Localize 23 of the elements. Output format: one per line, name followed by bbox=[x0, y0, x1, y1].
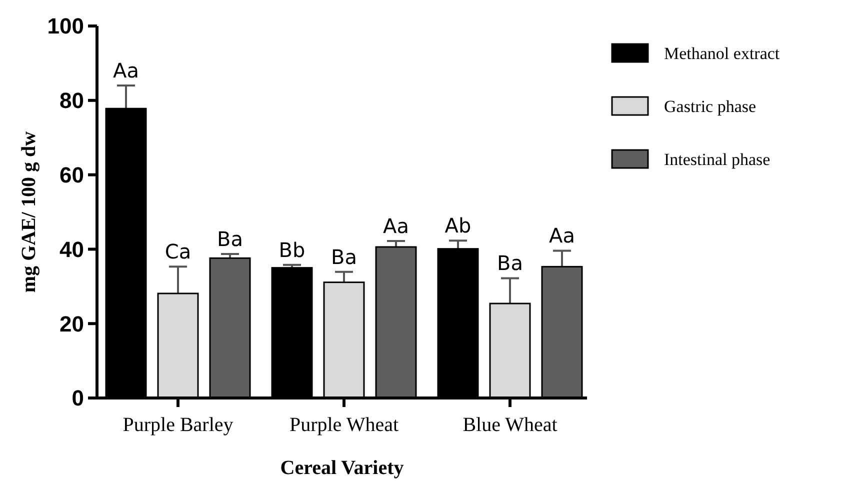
y-tick-label: 40 bbox=[60, 236, 84, 262]
data-label: Ca bbox=[164, 240, 192, 264]
x-tick-label: Purple Barley bbox=[122, 414, 234, 436]
data-label: Aa bbox=[549, 224, 575, 248]
y-tick-label: 80 bbox=[60, 88, 84, 114]
x-axis-title: Cereal Variety bbox=[280, 457, 404, 479]
data-label: Ba bbox=[331, 244, 357, 269]
x-tick-label: Purple Wheat bbox=[289, 414, 399, 436]
legend-label: Gastric phase bbox=[664, 96, 756, 116]
data-label: Ba bbox=[497, 251, 523, 276]
legend-label: Methanol extract bbox=[664, 44, 780, 63]
data-label: Aa bbox=[113, 58, 139, 83]
x-tick-label: Blue Wheat bbox=[462, 414, 558, 436]
data-label: Ab bbox=[444, 214, 472, 238]
legend-label: Intestinal phase bbox=[664, 150, 770, 169]
y-tick-label: 100 bbox=[47, 14, 84, 39]
data-label: Bb bbox=[278, 238, 306, 262]
y-tick-label: 20 bbox=[60, 311, 84, 336]
y-tick-label: 0 bbox=[72, 386, 84, 411]
data-label: Aa bbox=[383, 214, 409, 238]
y-tick-label: 60 bbox=[60, 162, 84, 188]
data-label: Ba bbox=[217, 227, 243, 252]
y-axis-title: mg GAE/ 100 g dw bbox=[18, 130, 40, 293]
